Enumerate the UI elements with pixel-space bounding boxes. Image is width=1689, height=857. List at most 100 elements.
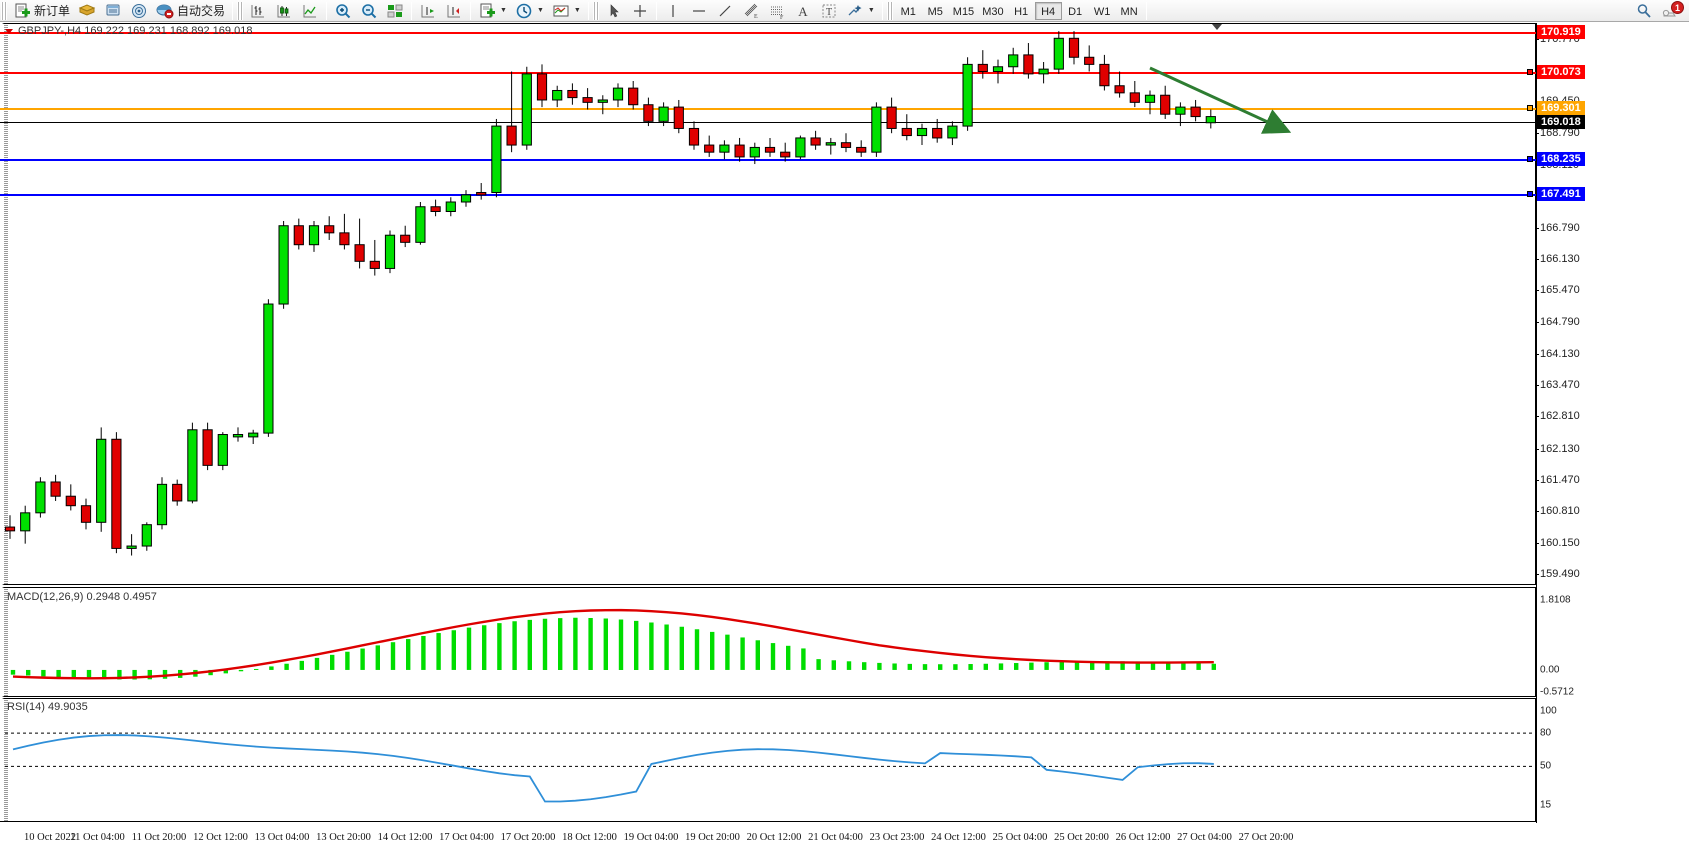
rsi-tick: 80 (1540, 727, 1552, 739)
shapes-button[interactable]: ▼ (842, 1, 879, 21)
line-chart-button[interactable] (297, 1, 323, 21)
bar-chart-icon (249, 2, 267, 20)
time-tick: 27 Oct 20:00 (1238, 832, 1294, 843)
rsi-series (5, 732, 1533, 803)
zoom-out-icon (360, 2, 378, 20)
macd-label: MACD(12,26,9) 0.2948 0.4957 (7, 591, 157, 603)
timeframe-h1[interactable]: H1 (1014, 5, 1029, 18)
chart-area[interactable]: GBPJPY-,H4 169.222 169.231 168.892 169.0… (0, 22, 1689, 856)
chart-shift-button[interactable] (441, 1, 467, 21)
zoom-in-button[interactable] (330, 1, 356, 21)
price-tick: 168.790 (1536, 126, 1580, 139)
price-tick: 166.130 (1536, 252, 1580, 265)
price-level-label[interactable]: 169.018 (1537, 114, 1585, 129)
indicators-button[interactable]: ▼ (474, 1, 511, 21)
auto-scroll-button[interactable] (415, 1, 441, 21)
timeframe-m15[interactable]: M15 (952, 5, 975, 18)
macd-tick: 1.8108 (1540, 594, 1571, 606)
trend-arrow-annotation[interactable] (1145, 61, 1345, 151)
zoom-in-icon (334, 2, 352, 20)
notification-badge: 1 (1671, 0, 1684, 14)
chart-collapse-icon[interactable] (5, 29, 13, 34)
price-level-line[interactable] (0, 108, 1536, 111)
svg-text:E: E (754, 14, 758, 20)
templates-dropdown-arrow[interactable]: ▼ (573, 7, 581, 14)
candlestick-chart-button[interactable] (271, 1, 297, 21)
terminal-button[interactable] (74, 1, 100, 21)
toolbar-separator-6 (655, 1, 657, 20)
horizontal-line-button[interactable] (686, 1, 712, 21)
toolbar-separator-5 (587, 1, 589, 20)
toolbar-grip-2[interactable] (237, 1, 244, 20)
time-tick: 17 Oct 20:00 (500, 832, 556, 843)
macd-pane-gripper[interactable] (4, 588, 8, 696)
time-tick: 21 Oct 04:00 (808, 832, 863, 843)
equidistant-channel-icon: E (742, 2, 760, 20)
rsi-pane-gripper[interactable] (4, 699, 8, 821)
price-level-label[interactable]: 170.919 (1537, 24, 1585, 39)
macd-pane[interactable] (2, 587, 1536, 697)
timeframe-m30[interactable]: M30 (982, 5, 1004, 18)
price-level-label[interactable]: 170.073 (1537, 64, 1585, 79)
new-order-button[interactable]: 新订单 (9, 1, 74, 21)
auto-trading-button[interactable]: 自动交易 (152, 1, 229, 21)
vertical-line-button[interactable] (660, 1, 686, 21)
toolbar-grip-3[interactable] (592, 1, 599, 20)
search-button[interactable] (1631, 1, 1657, 21)
crosshair-icon (631, 2, 649, 20)
data-window-button[interactable] (100, 1, 126, 21)
price-level-handle[interactable] (1527, 68, 1533, 75)
alerts-button[interactable]: 1 (1657, 0, 1684, 21)
cursor-icon (605, 2, 623, 20)
cursor-button[interactable] (601, 1, 627, 21)
price-level-line[interactable] (0, 121, 1536, 123)
timeframe-w1[interactable]: W1 (1093, 5, 1111, 18)
price-tick: 160.810 (1536, 505, 1580, 518)
price-level-line[interactable] (0, 194, 1536, 197)
price-tick: 162.810 (1536, 410, 1580, 423)
timeframe-m1[interactable]: M1 (900, 5, 916, 18)
timeframe-mn[interactable]: MN (1120, 5, 1138, 18)
tile-windows-icon (386, 2, 404, 20)
equidistant-channel-button[interactable]: E (738, 1, 764, 21)
text-label-button[interactable]: T (816, 1, 842, 21)
toolbar-grip-4[interactable] (886, 1, 893, 20)
timeframe-h4[interactable]: H4 (1034, 1, 1062, 20)
time-tick: 26 Oct 12:00 (1115, 832, 1171, 843)
period-icon (515, 2, 533, 20)
price-level-label[interactable]: 169.301 (1537, 101, 1585, 116)
timeframe-m5[interactable]: M5 (927, 5, 943, 18)
toolbar-separator-1 (232, 1, 234, 20)
price-level-handle[interactable] (1527, 156, 1533, 162)
fibonacci-button[interactable]: F (764, 1, 790, 21)
time-tick: 25 Oct 20:00 (1054, 832, 1109, 843)
scroll-marker-icon[interactable] (1212, 24, 1222, 30)
timeframe-d1[interactable]: D1 (1068, 5, 1083, 18)
price-level-handle[interactable] (1527, 105, 1533, 112)
price-level-line[interactable] (0, 71, 1536, 74)
indicators-dropdown-arrow[interactable]: ▼ (500, 7, 507, 14)
tile-windows-button[interactable] (382, 1, 408, 21)
crosshair-button[interactable] (627, 1, 653, 21)
price-level-handle[interactable] (1527, 191, 1533, 198)
price-tick: 160.150 (1536, 536, 1580, 549)
text-icon: A (794, 2, 812, 20)
price-pane-gripper[interactable] (4, 24, 8, 584)
period-button[interactable]: ▼ (511, 1, 548, 21)
templates-button[interactable]: ▼ (548, 1, 585, 21)
period-dropdown-arrow[interactable]: ▼ (536, 7, 544, 14)
price-level-label[interactable]: 168.235 (1537, 152, 1585, 166)
time-tick: 11 Oct 04:00 (70, 832, 125, 843)
price-level-line[interactable] (0, 159, 1536, 161)
text-button[interactable]: A (790, 1, 816, 21)
shapes-dropdown-arrow[interactable]: ▼ (867, 7, 875, 14)
bar-chart-button[interactable] (245, 1, 271, 21)
price-tick: 159.490 (1536, 567, 1580, 580)
price-level-label[interactable]: 167.491 (1537, 187, 1585, 202)
trendline-button[interactable] (712, 1, 738, 21)
price-tick: 162.130 (1536, 442, 1580, 455)
price-level-line[interactable] (0, 31, 1536, 34)
navigator-button[interactable] (126, 1, 152, 21)
toolbar-grip-1[interactable] (1, 1, 7, 20)
zoom-out-button[interactable] (356, 1, 382, 21)
